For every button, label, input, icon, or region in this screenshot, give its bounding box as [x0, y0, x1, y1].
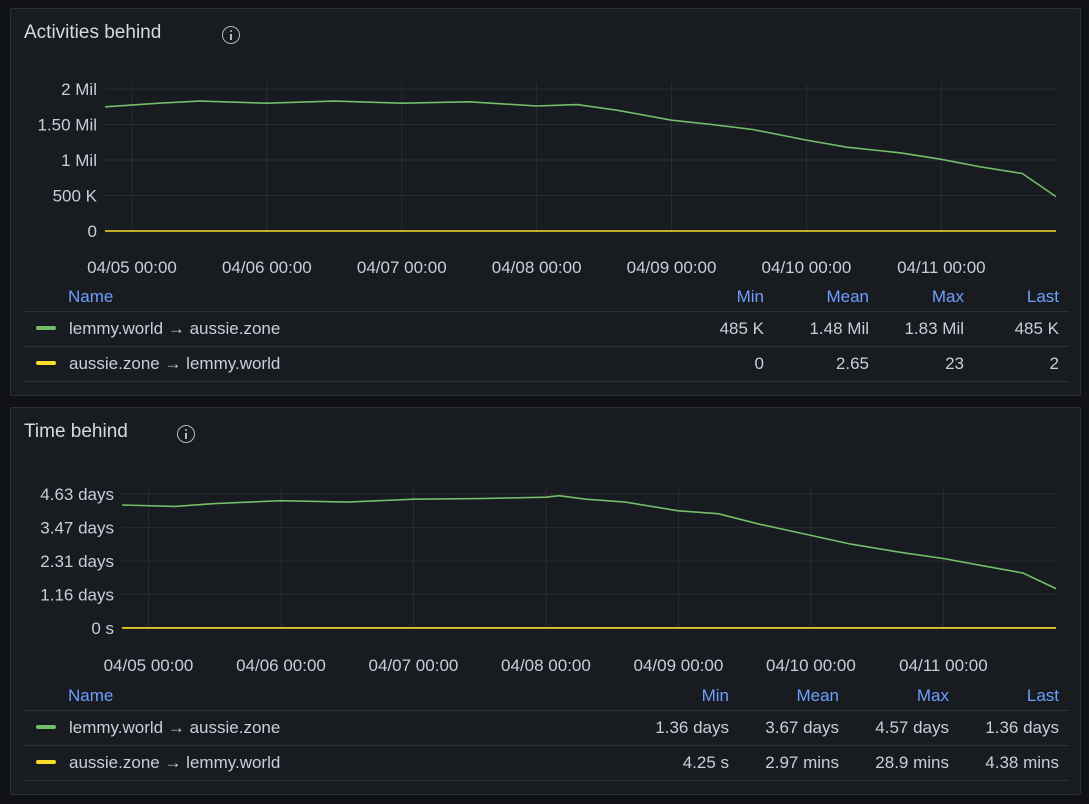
x-tick-label: 04/11 00:00 — [897, 258, 986, 277]
legend-header-mean[interactable]: Mean — [826, 287, 869, 306]
series-name[interactable]: lemmy.world → aussie.zone — [69, 718, 281, 737]
y-tick-label: 3.47 days — [40, 519, 114, 538]
y-tick-label: 4.63 days — [40, 485, 114, 504]
legend-header-last[interactable]: Last — [1026, 686, 1059, 705]
x-tick-label: 04/11 00:00 — [899, 656, 988, 675]
legend-row[interactable]: lemmy.world → aussie.zone 485 K 1.48 Mil… — [24, 311, 1069, 347]
legend-header-mean[interactable]: Mean — [796, 686, 839, 705]
legend-table: Name Min Mean Max Last lemmy.world → aus… — [24, 678, 1069, 781]
series-name[interactable]: lemmy.world → aussie.zone — [69, 319, 281, 338]
y-tick-label: 2.31 days — [40, 552, 114, 571]
x-tick-label: 04/09 00:00 — [634, 656, 724, 675]
y-tick-label: 500 K — [53, 187, 98, 206]
activities-chart: 0 500 K 1 Mil 1.50 Mil 2 Mil 04/05 00:00 04/06… — [37, 80, 1057, 277]
x-tick-label: 04/08 00:00 — [501, 656, 591, 675]
series-name[interactable]: aussie.zone → lemmy.world — [69, 753, 281, 772]
series-color-swatch — [36, 724, 56, 729]
series-min: 4.25 s — [629, 745, 739, 781]
info-icon[interactable] — [222, 26, 240, 44]
y-tick-label: 1.16 days — [40, 585, 114, 604]
legend-header-max[interactable]: Max — [931, 287, 964, 306]
series-max: 28.9 mins — [849, 745, 959, 781]
series-mean: 2.65 — [774, 346, 879, 382]
legend-row[interactable]: aussie.zone → lemmy.world 4.25 s 2.97 mi… — [24, 745, 1069, 781]
x-tick-label: 04/06 00:00 — [222, 258, 312, 277]
x-tick-label: 04/10 00:00 — [762, 258, 852, 277]
series-last: 4.38 mins — [959, 745, 1069, 781]
x-tick-label: 04/09 00:00 — [627, 258, 717, 277]
series-color-swatch — [36, 360, 56, 365]
x-tick-label: 04/10 00:00 — [766, 656, 856, 675]
y-tick-label: 1.50 Mil — [37, 116, 97, 135]
x-tick-label: 04/07 00:00 — [357, 258, 447, 277]
series-max: 23 — [879, 346, 974, 382]
info-icon[interactable] — [177, 425, 195, 443]
legend-header-name[interactable]: Name — [68, 686, 114, 705]
panel-title: Time behind — [24, 421, 128, 442]
series-max: 1.83 Mil — [879, 311, 974, 347]
y-tick-label: 0 — [88, 222, 97, 241]
series-min: 1.36 days — [629, 710, 739, 746]
series-mean: 2.97 mins — [739, 745, 849, 781]
series-mean: 3.67 days — [739, 710, 849, 746]
series-color-swatch — [36, 325, 56, 330]
x-tick-label: 04/05 00:00 — [104, 656, 194, 675]
legend-row[interactable]: aussie.zone → lemmy.world 0 2.65 23 2 — [24, 346, 1069, 382]
series-line[interactable] — [104, 100, 1057, 198]
time-chart: 0 s 1.16 days 2.31 days 3.47 days 4.63 days 0… — [40, 485, 1057, 675]
legend-header-name[interactable]: Name — [68, 287, 114, 306]
x-tick-label: 04/05 00:00 — [87, 258, 177, 277]
y-tick-label: 0 s — [91, 619, 114, 638]
legend-header-min[interactable]: Min — [701, 686, 729, 705]
legend-header-max[interactable]: Max — [916, 686, 949, 705]
series-min: 485 K — [674, 311, 774, 347]
series-line[interactable] — [121, 494, 1057, 590]
legend-header-last[interactable]: Last — [1026, 287, 1059, 306]
y-tick-label: 2 Mil — [61, 80, 97, 99]
series-last: 2 — [974, 346, 1069, 382]
x-tick-label: 04/06 00:00 — [236, 656, 326, 675]
y-tick-label: 1 Mil — [61, 151, 97, 170]
x-tick-label: 04/07 00:00 — [369, 656, 459, 675]
x-tick-label: 04/08 00:00 — [492, 258, 582, 277]
activities-behind-panel: Activities behind 0 500 K 1 Mil 1.50 Mil 2 M… — [10, 8, 1081, 396]
series-last: 1.36 days — [959, 710, 1069, 746]
series-mean: 1.48 Mil — [774, 311, 879, 347]
legend-row[interactable]: lemmy.world → aussie.zone 1.36 days 3.67… — [24, 710, 1069, 746]
series-name[interactable]: aussie.zone → lemmy.world — [69, 354, 281, 373]
legend-header-min[interactable]: Min — [736, 287, 764, 306]
panel-title: Activities behind — [24, 22, 162, 43]
time-behind-panel: Time behind 0 s 1.16 days 2.31 days 3.47 da… — [10, 407, 1081, 795]
series-last: 485 K — [974, 311, 1069, 347]
series-min: 0 — [674, 346, 774, 382]
series-max: 4.57 days — [849, 710, 959, 746]
series-color-swatch — [36, 759, 56, 764]
legend-table: Name Min Mean Max Last lemmy.world → aus… — [24, 279, 1069, 382]
